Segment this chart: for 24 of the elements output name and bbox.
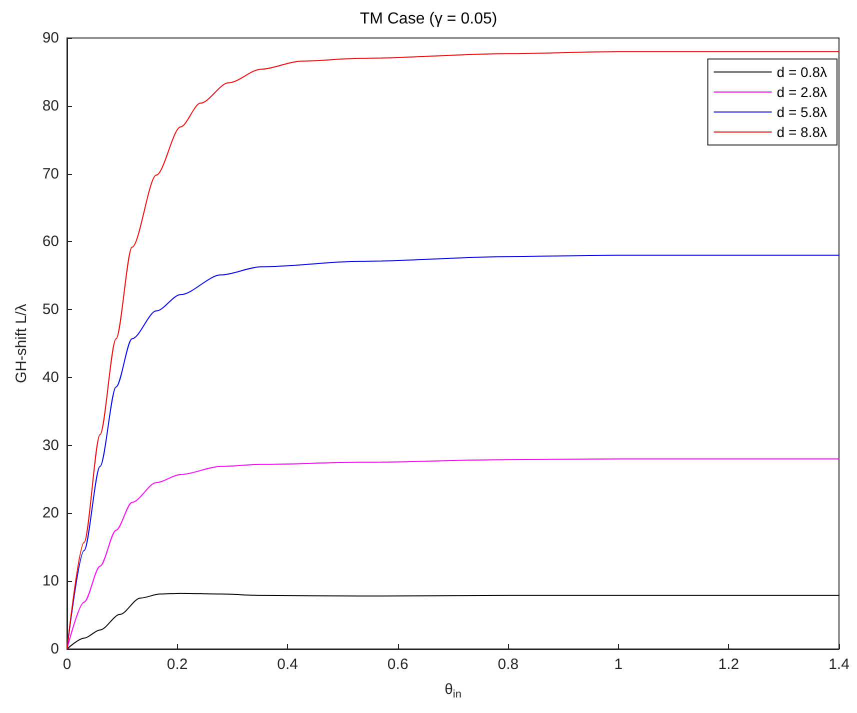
y-tick-label: 10 (42, 572, 59, 590)
y-tick-label: 80 (42, 97, 59, 114)
y-tick-label: 60 (42, 233, 59, 250)
y-tick-label: 90 (42, 30, 59, 46)
x-tick-label: 1.2 (718, 656, 740, 673)
x-tick-label: 1.4 (828, 656, 850, 673)
y-tick-label: 70 (42, 165, 59, 182)
y-tick-label: 20 (42, 504, 59, 522)
x-tick-label: 0.8 (498, 656, 519, 673)
chart-title: TM Case (γ = 0.05) (360, 10, 498, 28)
y-tick-label: 30 (42, 436, 59, 454)
x-tick-label: 0.4 (277, 656, 298, 673)
x-tick-label: 0.6 (387, 656, 408, 673)
x-tick-label: 0.2 (166, 656, 188, 673)
legend-label: d = 8.8λ (776, 124, 827, 140)
y-tick-label: 50 (42, 301, 59, 318)
x-tick-label: 0 (62, 656, 72, 673)
legend-label: d = 0.8λ (776, 64, 827, 80)
y-tick-label: 0 (50, 640, 59, 658)
x-tick-label: 1 (614, 656, 623, 673)
legend-label: d = 5.8λ (776, 104, 827, 120)
legend-label: d = 2.8λ (776, 84, 827, 100)
y-tick-label: 40 (42, 368, 59, 386)
y-axis-title: GH-shift L/λ (13, 303, 30, 384)
